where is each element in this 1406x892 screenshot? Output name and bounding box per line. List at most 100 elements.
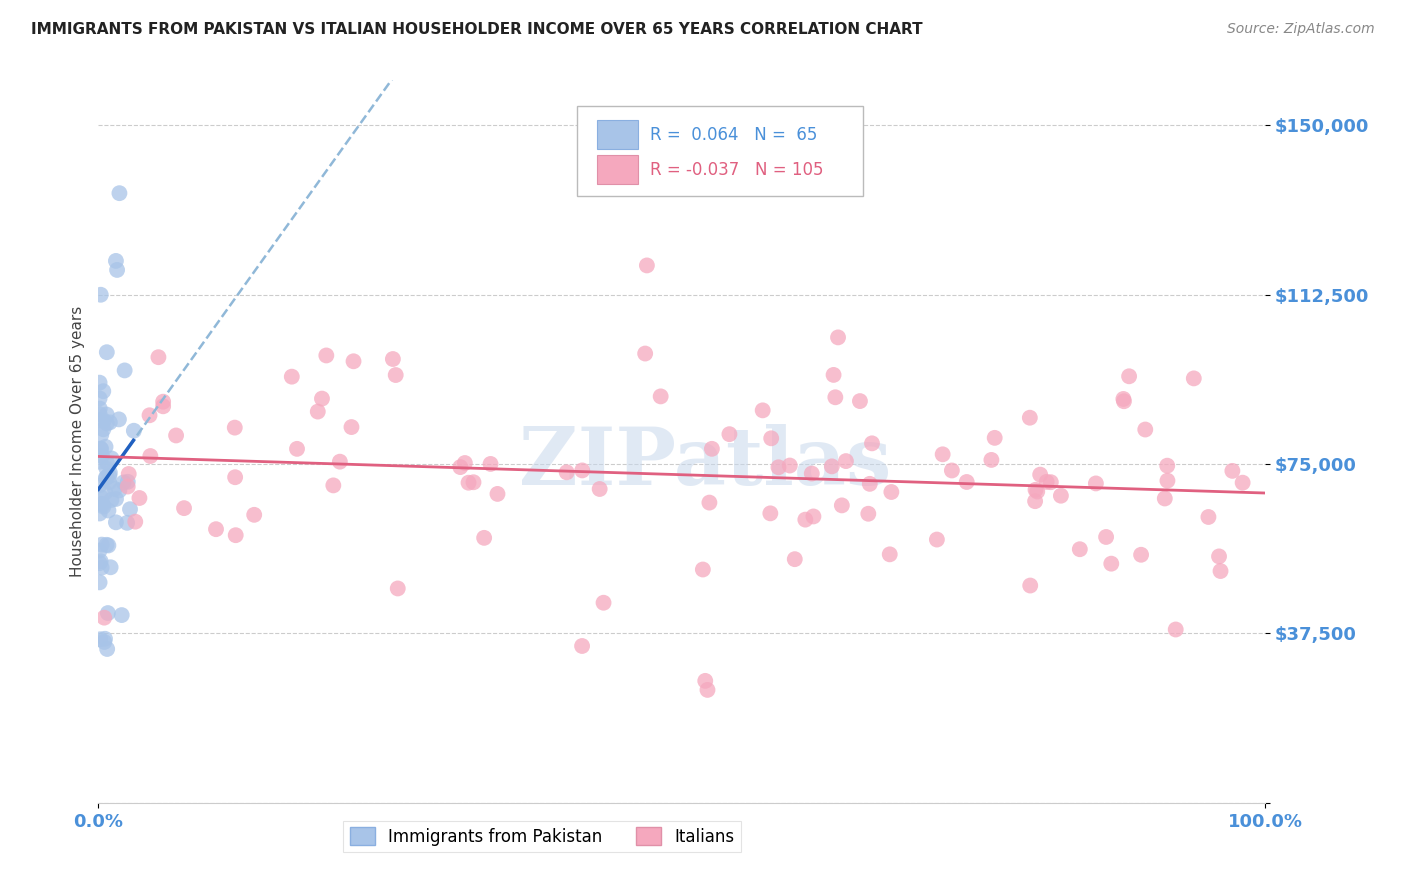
Point <box>89 442 111 456</box>
Point <box>108 186 131 201</box>
Point <box>1112 394 1135 409</box>
Point <box>384 368 406 382</box>
Point <box>89 632 111 647</box>
Point <box>89 407 111 421</box>
Point <box>858 507 880 521</box>
Point <box>89 478 111 492</box>
Point <box>759 507 782 521</box>
Point <box>636 259 658 273</box>
Point <box>1018 410 1040 425</box>
Point <box>1069 542 1091 557</box>
Point <box>89 507 111 521</box>
Point <box>571 639 593 653</box>
Point <box>779 458 801 473</box>
Point <box>1164 623 1187 637</box>
Point <box>925 533 948 547</box>
Point <box>104 516 127 530</box>
Point <box>387 582 409 596</box>
Point <box>89 376 111 390</box>
Point <box>89 575 111 590</box>
Point <box>138 409 160 423</box>
Point <box>634 346 657 360</box>
Point <box>93 610 115 624</box>
Point <box>94 632 117 646</box>
Point <box>342 354 364 368</box>
Point <box>1156 474 1178 488</box>
Point <box>1156 458 1178 473</box>
Point <box>1026 484 1049 499</box>
Point <box>1050 489 1073 503</box>
Point <box>89 556 111 570</box>
Point <box>98 466 121 480</box>
Point <box>768 460 790 475</box>
FancyBboxPatch shape <box>596 120 637 149</box>
Point <box>91 384 114 399</box>
Point <box>322 478 344 492</box>
Point <box>1095 530 1118 544</box>
Point <box>821 459 844 474</box>
Point <box>122 424 145 438</box>
Point <box>761 431 783 445</box>
Point <box>1112 392 1135 406</box>
Point <box>93 414 115 428</box>
Point <box>1019 578 1042 592</box>
Point <box>479 457 502 471</box>
Point <box>224 470 246 484</box>
Point <box>225 528 247 542</box>
Point <box>486 487 509 501</box>
Text: ZIPatlas: ZIPatlas <box>519 425 891 502</box>
Point <box>315 348 337 362</box>
Point <box>340 420 363 434</box>
Point <box>311 392 333 406</box>
Point <box>381 351 404 366</box>
Point <box>90 538 112 552</box>
Point <box>97 539 120 553</box>
Point <box>880 485 903 500</box>
Legend: Immigrants from Pakistan, Italians: Immigrants from Pakistan, Italians <box>343 821 741 852</box>
Point <box>859 476 882 491</box>
Point <box>454 456 477 470</box>
Point <box>173 501 195 516</box>
Point <box>1039 475 1062 490</box>
Point <box>849 394 872 409</box>
Point <box>1182 371 1205 385</box>
Point <box>96 456 118 470</box>
Point <box>97 606 120 620</box>
Point <box>555 465 578 479</box>
Point <box>700 442 723 456</box>
Point <box>205 522 228 536</box>
Point <box>1025 483 1047 497</box>
Point <box>104 482 127 496</box>
Point <box>1084 476 1107 491</box>
Point <box>931 447 953 461</box>
Point <box>89 543 111 558</box>
Point <box>783 552 806 566</box>
Point <box>1024 494 1046 508</box>
Point <box>835 454 858 468</box>
Point <box>860 436 883 450</box>
Point <box>111 608 134 623</box>
Point <box>650 389 672 403</box>
Point <box>89 401 111 416</box>
Point <box>1153 491 1175 506</box>
Point <box>692 562 714 576</box>
Point <box>827 330 849 344</box>
Point <box>118 502 141 516</box>
Text: Source: ZipAtlas.com: Source: ZipAtlas.com <box>1227 22 1375 37</box>
Point <box>980 453 1002 467</box>
Point <box>96 345 118 359</box>
Point <box>696 682 718 697</box>
Point <box>90 442 112 456</box>
Text: IMMIGRANTS FROM PAKISTAN VS ITALIAN HOUSEHOLDER INCOME OVER 65 YEARS CORRELATION: IMMIGRANTS FROM PAKISTAN VS ITALIAN HOUS… <box>31 22 922 37</box>
Text: R = -0.037   N = 105: R = -0.037 N = 105 <box>651 161 824 179</box>
Point <box>93 500 115 514</box>
Point <box>823 368 845 382</box>
Point <box>100 560 122 574</box>
Point <box>128 491 150 505</box>
Point <box>112 475 135 490</box>
Point <box>751 403 773 417</box>
Point <box>100 451 122 466</box>
Point <box>718 427 741 442</box>
Point <box>152 394 174 409</box>
Point <box>1118 369 1140 384</box>
